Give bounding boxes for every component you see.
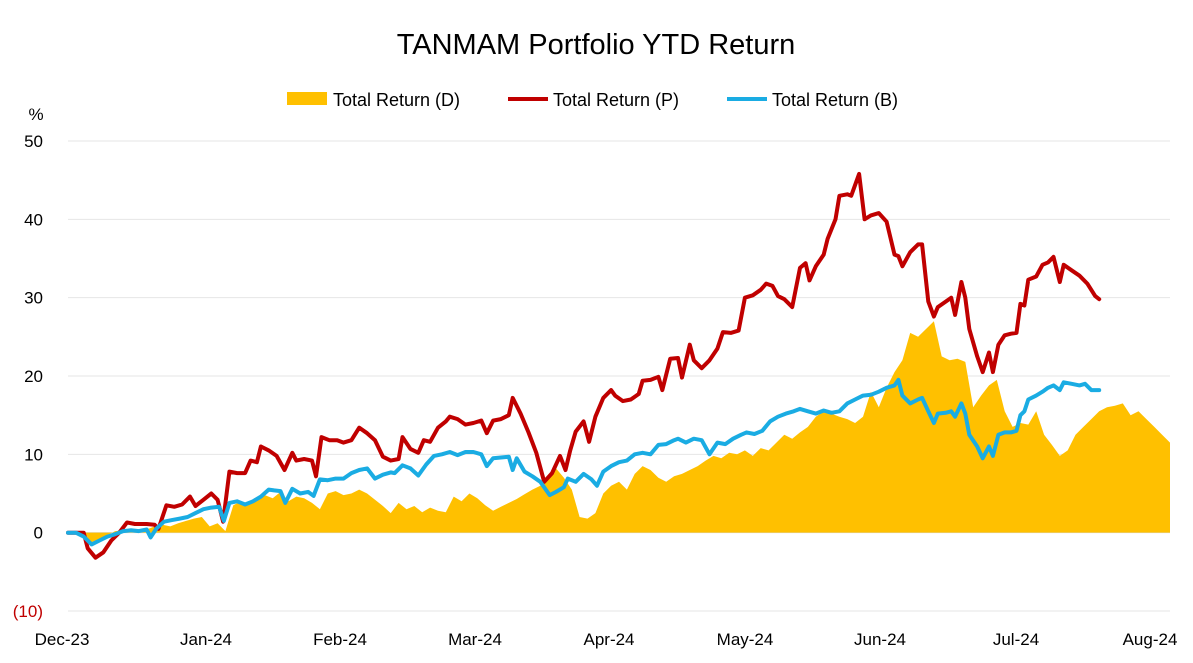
y-tick-label: 10: [24, 445, 43, 464]
x-tick-label: Jan-24: [180, 630, 232, 649]
x-tick-label: Jun-24: [854, 630, 906, 649]
y-axis: 50 40 30 20 10 0 (10): [13, 132, 43, 621]
legend-swatch-d: [287, 92, 327, 105]
legend: Total Return (D) Total Return (P) Total Re…: [287, 90, 898, 110]
chart-title: TANMAM Portfolio YTD Return: [397, 29, 796, 61]
series-line-b: [66, 377, 1102, 547]
x-tick-label: Jul-24: [993, 630, 1039, 649]
legend-label-p: Total Return (P): [553, 90, 679, 110]
y-tick-label: (10): [13, 602, 43, 621]
x-tick-label: May-24: [717, 630, 774, 649]
x-tick-label: Feb-24: [313, 630, 367, 649]
y-tick-label: 30: [24, 289, 43, 308]
x-tick-label: Dec-23: [35, 630, 90, 649]
x-tick-label: Apr-24: [583, 630, 634, 649]
y-tick-label: 0: [34, 524, 43, 543]
x-axis: Dec-23 Jan-24 Feb-24 Mar-24 Apr-24 May-24 Jun-…: [35, 630, 1178, 649]
legend-label-d: Total Return (D): [333, 90, 460, 110]
gridlines: [68, 140, 1170, 612]
series-line-p: [66, 171, 1102, 560]
y-tick-label: 40: [24, 210, 43, 229]
x-tick-label: Mar-24: [448, 630, 502, 649]
plot-area: [66, 171, 1170, 560]
y-tick-label: 50: [24, 132, 43, 151]
y-tick-label: 20: [24, 367, 43, 386]
series-area-d: [68, 321, 1170, 543]
y-axis-unit-label: %: [28, 105, 43, 124]
x-tick-label: Aug-24: [1123, 630, 1178, 649]
legend-label-b: Total Return (B): [772, 90, 898, 110]
